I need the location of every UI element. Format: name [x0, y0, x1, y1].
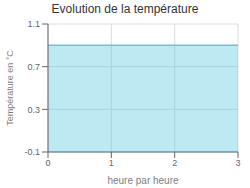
svg-text:0.3: 0.3	[27, 105, 40, 115]
svg-text:Température en °C: Température en °C	[8, 50, 15, 126]
svg-text:1: 1	[109, 158, 114, 168]
svg-text:1.1: 1.1	[27, 19, 40, 29]
svg-text:2: 2	[172, 158, 177, 168]
html-text:Evolution de la température: Evolution de la température	[51, 2, 199, 16]
svg-text:-0.1: -0.1	[24, 147, 40, 157]
svg-text:heure par heure: heure par heure	[107, 175, 179, 186]
svg-text:0: 0	[45, 158, 50, 168]
svg-text:3: 3	[235, 158, 240, 168]
svg-text:0.7: 0.7	[27, 62, 40, 72]
